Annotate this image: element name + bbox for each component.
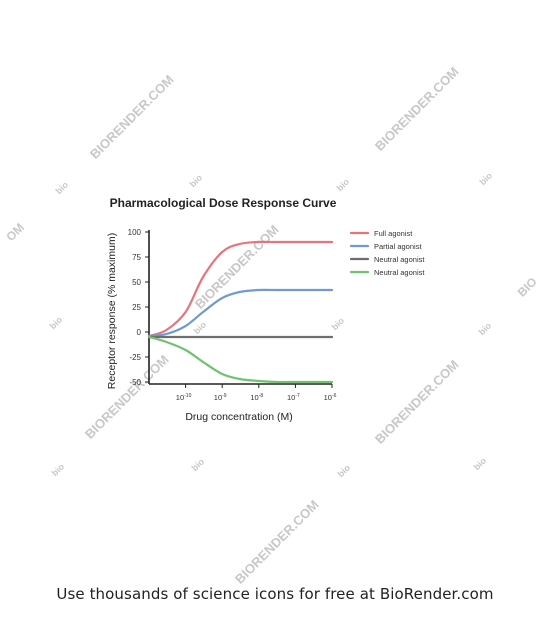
series-lines: [147, 240, 334, 384]
y-tick-label: 75: [132, 253, 141, 262]
legend-label-1: Full agonist: [374, 229, 413, 238]
series-line-4: [147, 335, 334, 384]
watermark-logo: bio: [54, 179, 71, 196]
y-tick-label: -25: [129, 353, 141, 362]
watermark-logo: bio: [330, 315, 347, 332]
x-axis-label: Drug concentration (M): [185, 411, 292, 423]
legend-label-2: Partial agonist: [374, 242, 422, 251]
y-tick-label: 50: [132, 278, 141, 287]
chart-title: Pharmacological Dose Response Curve: [110, 196, 337, 210]
y-tick-label: 0: [137, 328, 142, 337]
y-tick-label: 100: [128, 228, 142, 237]
watermark-long: BIORENDER.COM: [372, 357, 462, 447]
legend: Full agonist Partial agonist Neutral agoni…: [349, 229, 425, 277]
x-ticks: 10-10 10-9 10-8 10-7 10-6: [176, 384, 337, 402]
y-tick-label: 25: [132, 303, 141, 312]
watermark-logo: bio: [50, 461, 67, 478]
watermark-logo: bio: [336, 462, 353, 479]
watermark-logo: bio: [478, 170, 495, 187]
x-tick-label: 10-9: [214, 393, 227, 402]
watermark-partial-left: OM: [3, 220, 27, 244]
watermark-long: BIORENDER.COM: [232, 497, 322, 587]
series-line-2: [147, 288, 334, 338]
watermark-logo: bio: [190, 456, 207, 473]
series-line-1: [147, 240, 334, 338]
y-tick-label: -50: [129, 378, 141, 387]
x-tick-label: 10-6: [324, 393, 337, 402]
watermark-logo: bio: [48, 314, 65, 331]
watermark-long: BIORENDER.COM: [87, 72, 177, 162]
legend-label-3: Neutral agonist: [374, 255, 425, 264]
y-axis-label: Receptor response (% maximum): [106, 233, 118, 389]
legend-label-4: Neutral agonist: [374, 268, 425, 277]
watermark-long: BIORENDER.COM: [192, 222, 282, 312]
x-tick-label: 10-7: [287, 393, 300, 402]
footer-text: Use thousands of science icons for free …: [56, 585, 494, 603]
watermark-logo: bio: [472, 455, 489, 472]
watermark-logo: bio: [192, 319, 209, 336]
watermark-partial-right: BIO: [515, 275, 540, 300]
watermark-long: BIORENDER.COM: [372, 64, 462, 154]
x-tick-label: 10-10: [176, 393, 192, 402]
y-ticks: 100 75 50 25 0 -25 -50: [128, 228, 149, 387]
watermark-layer: BIORENDER.COM BIORENDER.COMBIORENDER.COMB…: [3, 64, 539, 587]
watermark-logo: bio: [335, 176, 352, 193]
watermark-long: BIORENDER.COM: [82, 352, 172, 442]
x-tick-label: 10-8: [250, 393, 263, 402]
watermark-logo: bio: [477, 320, 494, 337]
watermark-logo: bio: [188, 172, 205, 189]
